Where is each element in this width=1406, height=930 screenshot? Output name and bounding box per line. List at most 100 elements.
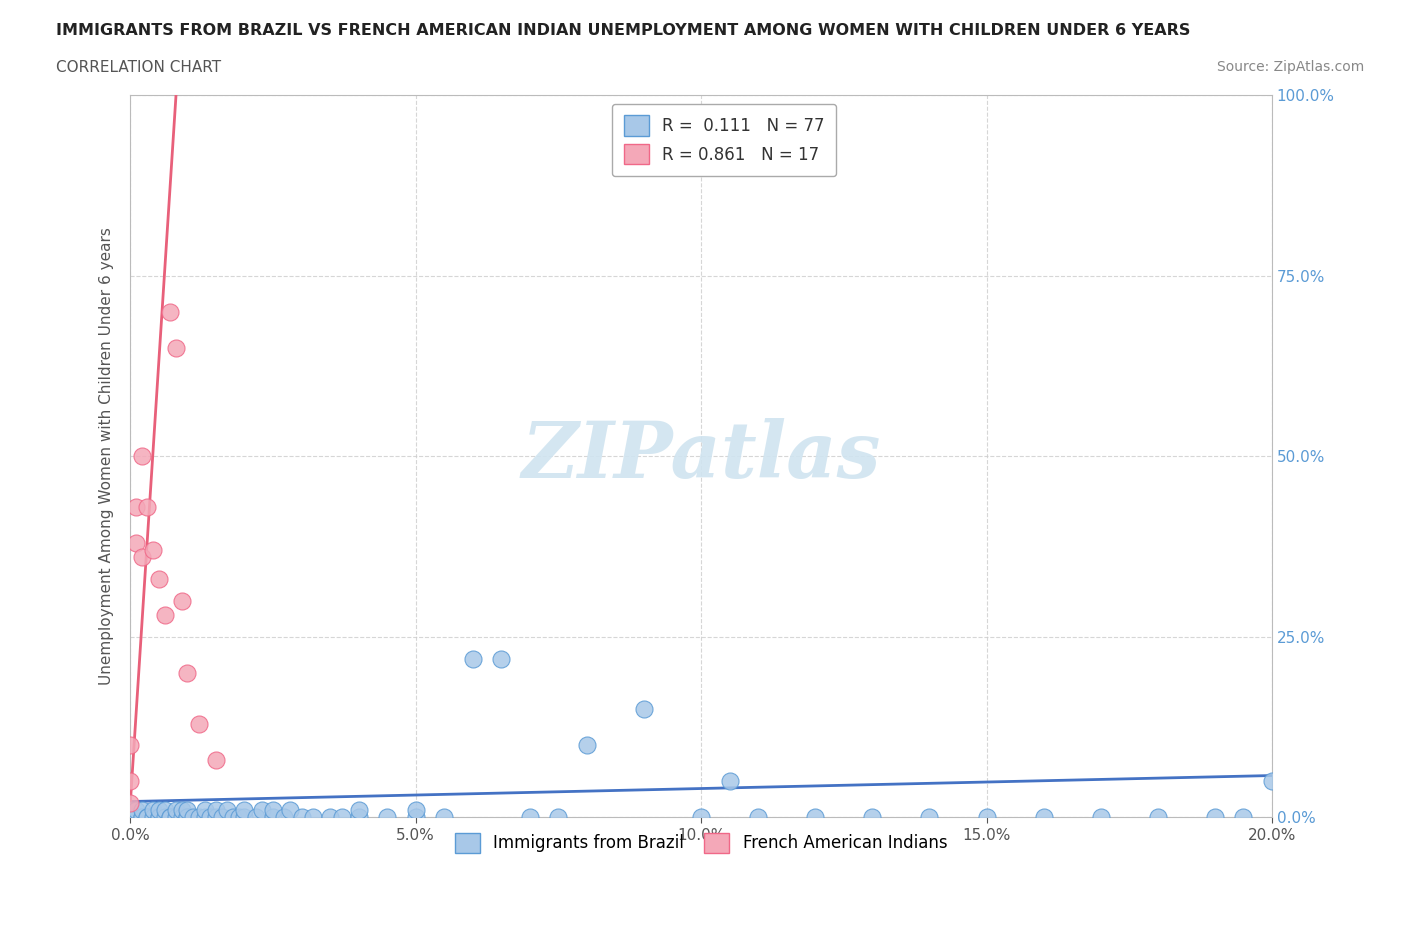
- Point: [120, 774, 142, 789]
- Point: [176, 803, 198, 817]
- Point: [120, 810, 142, 825]
- Point: [405, 803, 427, 817]
- Point: [120, 810, 142, 825]
- Text: CORRELATION CHART: CORRELATION CHART: [56, 60, 221, 75]
- Point: [159, 304, 181, 319]
- Point: [375, 810, 398, 825]
- Point: [170, 810, 193, 825]
- Point: [547, 810, 569, 825]
- Point: [976, 810, 998, 825]
- Point: [181, 810, 204, 825]
- Point: [131, 550, 153, 565]
- Point: [262, 803, 284, 817]
- Point: [575, 737, 598, 752]
- Point: [131, 803, 153, 817]
- Point: [176, 666, 198, 681]
- Point: [405, 810, 427, 825]
- Point: [148, 572, 170, 587]
- Point: [120, 803, 142, 817]
- Point: [142, 803, 165, 817]
- Point: [250, 803, 273, 817]
- Point: [461, 651, 484, 666]
- Point: [347, 803, 370, 817]
- Point: [1204, 810, 1226, 825]
- Legend: Immigrants from Brazil, French American Indians: Immigrants from Brazil, French American …: [449, 826, 953, 859]
- Point: [176, 810, 198, 825]
- Point: [125, 810, 148, 825]
- Point: [165, 803, 187, 817]
- Point: [1261, 774, 1284, 789]
- Point: [176, 810, 198, 825]
- Point: [193, 803, 215, 817]
- Point: [131, 449, 153, 464]
- Point: [125, 536, 148, 551]
- Point: [170, 593, 193, 608]
- Point: [347, 810, 370, 825]
- Point: [222, 810, 245, 825]
- Text: ZIPatlas: ZIPatlas: [522, 418, 880, 495]
- Point: [433, 810, 456, 825]
- Point: [690, 810, 713, 825]
- Point: [200, 810, 222, 825]
- Point: [159, 810, 181, 825]
- Point: [918, 810, 941, 825]
- Point: [187, 810, 209, 825]
- Point: [1232, 810, 1254, 825]
- Text: Source: ZipAtlas.com: Source: ZipAtlas.com: [1216, 60, 1364, 74]
- Point: [804, 810, 827, 825]
- Point: [1146, 810, 1168, 825]
- Point: [290, 810, 312, 825]
- Point: [747, 810, 769, 825]
- Point: [1090, 810, 1112, 825]
- Point: [278, 803, 301, 817]
- Point: [193, 810, 215, 825]
- Point: [633, 701, 655, 716]
- Point: [120, 810, 142, 825]
- Point: [233, 803, 256, 817]
- Point: [319, 810, 342, 825]
- Point: [205, 752, 228, 767]
- Point: [330, 810, 353, 825]
- Point: [228, 810, 250, 825]
- Point: [217, 803, 239, 817]
- Point: [153, 803, 176, 817]
- Point: [718, 774, 741, 789]
- Point: [131, 810, 153, 825]
- Point: [302, 810, 325, 825]
- Point: [125, 803, 148, 817]
- Point: [165, 810, 187, 825]
- Point: [136, 810, 159, 825]
- Point: [205, 810, 228, 825]
- Point: [187, 716, 209, 731]
- Point: [153, 608, 176, 623]
- Point: [142, 543, 165, 558]
- Y-axis label: Unemployment Among Women with Children Under 6 years: Unemployment Among Women with Children U…: [100, 228, 114, 685]
- Point: [211, 810, 233, 825]
- Text: IMMIGRANTS FROM BRAZIL VS FRENCH AMERICAN INDIAN UNEMPLOYMENT AMONG WOMEN WITH C: IMMIGRANTS FROM BRAZIL VS FRENCH AMERICA…: [56, 23, 1191, 38]
- Point: [165, 340, 187, 355]
- Point: [233, 810, 256, 825]
- Point: [136, 499, 159, 514]
- Point: [170, 803, 193, 817]
- Point: [245, 810, 267, 825]
- Point: [491, 651, 513, 666]
- Point: [860, 810, 883, 825]
- Point: [273, 810, 295, 825]
- Point: [519, 810, 541, 825]
- Point: [136, 810, 159, 825]
- Point: [142, 810, 165, 825]
- Point: [205, 803, 228, 817]
- Point: [120, 737, 142, 752]
- Point: [1032, 810, 1054, 825]
- Point: [120, 795, 142, 810]
- Point: [148, 810, 170, 825]
- Point: [262, 810, 284, 825]
- Point: [148, 803, 170, 817]
- Point: [153, 810, 176, 825]
- Point: [148, 810, 170, 825]
- Point: [125, 810, 148, 825]
- Point: [125, 499, 148, 514]
- Point: [159, 810, 181, 825]
- Point: [120, 810, 142, 825]
- Point: [131, 810, 153, 825]
